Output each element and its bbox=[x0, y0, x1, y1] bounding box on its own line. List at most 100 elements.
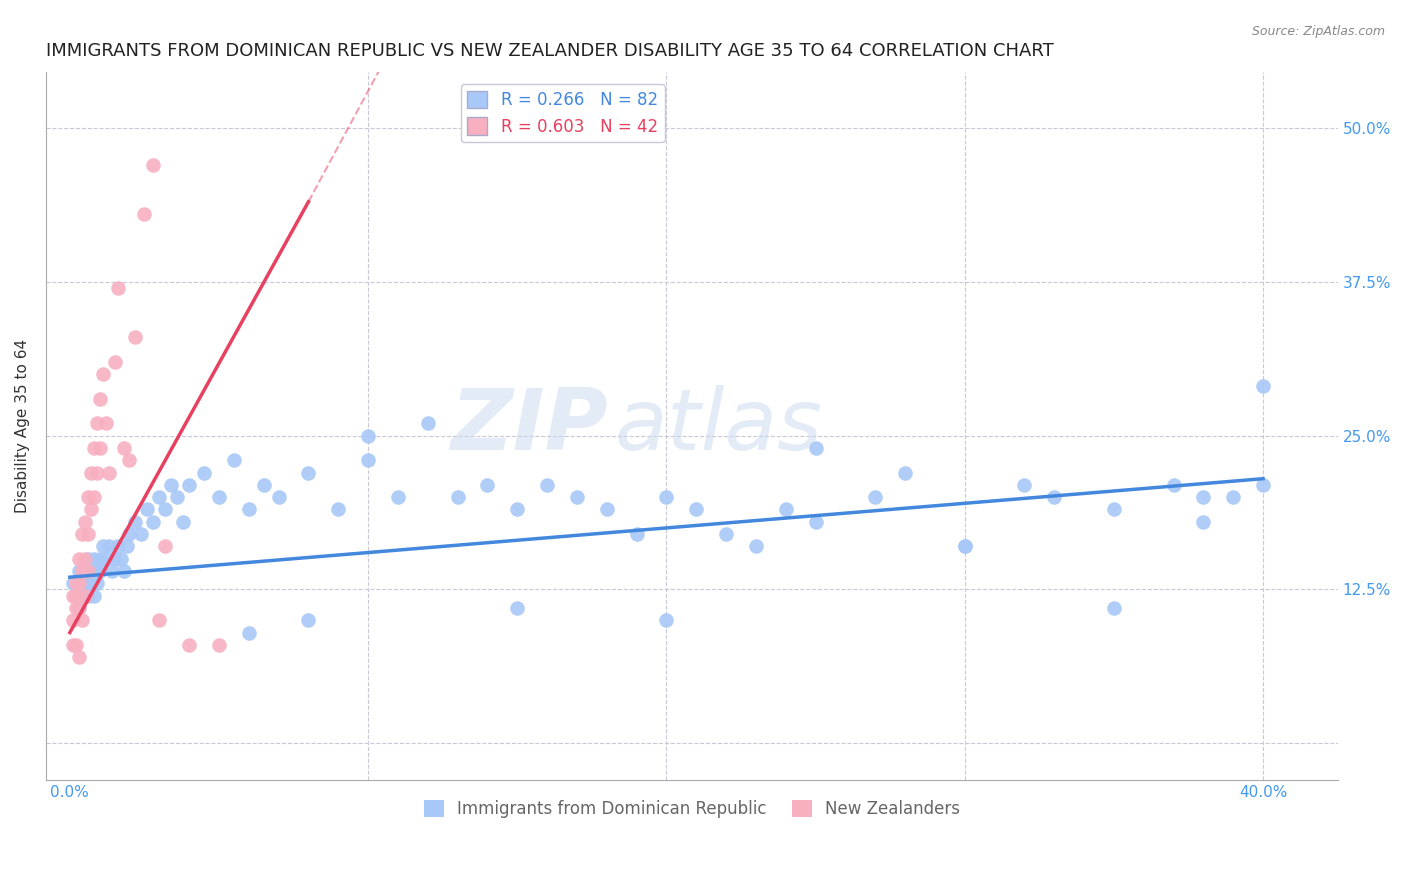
Point bbox=[86, 466, 108, 480]
Point bbox=[1102, 601, 1125, 615]
Point bbox=[416, 417, 439, 431]
Point bbox=[89, 564, 111, 578]
Point bbox=[70, 564, 93, 578]
Point bbox=[67, 564, 90, 578]
Point bbox=[86, 564, 108, 578]
Text: IMMIGRANTS FROM DOMINICAN REPUBLIC VS NEW ZEALANDER DISABILITY AGE 35 TO 64 CORR: IMMIGRANTS FROM DOMINICAN REPUBLIC VS NE… bbox=[46, 42, 1053, 60]
Point bbox=[238, 625, 260, 640]
Point bbox=[97, 466, 120, 480]
Point bbox=[67, 551, 90, 566]
Point bbox=[70, 576, 93, 591]
Point bbox=[134, 207, 156, 221]
Point bbox=[179, 478, 201, 492]
Point bbox=[67, 601, 90, 615]
Point bbox=[67, 601, 90, 615]
Point bbox=[62, 576, 84, 591]
Point bbox=[67, 576, 90, 591]
Point bbox=[70, 527, 93, 541]
Point bbox=[685, 502, 707, 516]
Point bbox=[536, 478, 558, 492]
Point bbox=[655, 613, 678, 627]
Point bbox=[107, 540, 129, 554]
Point bbox=[83, 441, 105, 455]
Point bbox=[1251, 379, 1274, 393]
Point bbox=[89, 441, 111, 455]
Point bbox=[297, 613, 319, 627]
Text: ZIP: ZIP bbox=[450, 384, 607, 468]
Point bbox=[148, 613, 170, 627]
Point bbox=[65, 638, 87, 652]
Point bbox=[387, 490, 409, 504]
Point bbox=[80, 564, 103, 578]
Point bbox=[328, 502, 350, 516]
Point bbox=[80, 466, 103, 480]
Point bbox=[1251, 478, 1274, 492]
Point bbox=[76, 551, 98, 566]
Point bbox=[775, 502, 797, 516]
Point bbox=[107, 281, 129, 295]
Point bbox=[73, 515, 96, 529]
Point bbox=[67, 650, 90, 665]
Point bbox=[953, 540, 976, 554]
Point bbox=[100, 564, 122, 578]
Point bbox=[166, 490, 188, 504]
Point bbox=[596, 502, 619, 516]
Point bbox=[91, 540, 114, 554]
Point bbox=[73, 551, 96, 566]
Point bbox=[446, 490, 468, 504]
Point bbox=[142, 515, 165, 529]
Text: Source: ZipAtlas.com: Source: ZipAtlas.com bbox=[1251, 25, 1385, 38]
Point bbox=[626, 527, 648, 541]
Point bbox=[894, 466, 917, 480]
Point bbox=[506, 502, 529, 516]
Point bbox=[1222, 490, 1244, 504]
Point bbox=[94, 551, 117, 566]
Point bbox=[62, 638, 84, 652]
Point bbox=[172, 515, 194, 529]
Point bbox=[506, 601, 529, 615]
Point bbox=[124, 515, 146, 529]
Point bbox=[83, 589, 105, 603]
Point bbox=[155, 540, 177, 554]
Point bbox=[89, 392, 111, 406]
Point bbox=[804, 515, 827, 529]
Point bbox=[70, 613, 93, 627]
Point bbox=[112, 441, 135, 455]
Point bbox=[94, 417, 117, 431]
Point bbox=[103, 355, 125, 369]
Point bbox=[208, 490, 231, 504]
Point bbox=[91, 367, 114, 381]
Y-axis label: Disability Age 35 to 64: Disability Age 35 to 64 bbox=[15, 339, 30, 514]
Point bbox=[62, 589, 84, 603]
Point bbox=[160, 478, 183, 492]
Point bbox=[804, 441, 827, 455]
Point bbox=[112, 564, 135, 578]
Point bbox=[208, 638, 231, 652]
Point bbox=[222, 453, 245, 467]
Point bbox=[73, 576, 96, 591]
Point bbox=[267, 490, 290, 504]
Point bbox=[1163, 478, 1185, 492]
Point bbox=[118, 527, 141, 541]
Point bbox=[155, 502, 177, 516]
Point bbox=[193, 466, 215, 480]
Point bbox=[76, 490, 98, 504]
Point bbox=[1192, 515, 1215, 529]
Point bbox=[103, 551, 125, 566]
Point bbox=[357, 453, 380, 467]
Point bbox=[70, 589, 93, 603]
Point bbox=[1043, 490, 1066, 504]
Point bbox=[115, 540, 138, 554]
Point bbox=[65, 589, 87, 603]
Point bbox=[89, 551, 111, 566]
Point bbox=[297, 466, 319, 480]
Point bbox=[714, 527, 737, 541]
Point bbox=[118, 453, 141, 467]
Point bbox=[76, 564, 98, 578]
Legend: Immigrants from Dominican Republic, New Zealanders: Immigrants from Dominican Republic, New … bbox=[418, 794, 966, 825]
Point bbox=[80, 502, 103, 516]
Point bbox=[179, 638, 201, 652]
Point bbox=[953, 540, 976, 554]
Point bbox=[83, 490, 105, 504]
Point bbox=[76, 589, 98, 603]
